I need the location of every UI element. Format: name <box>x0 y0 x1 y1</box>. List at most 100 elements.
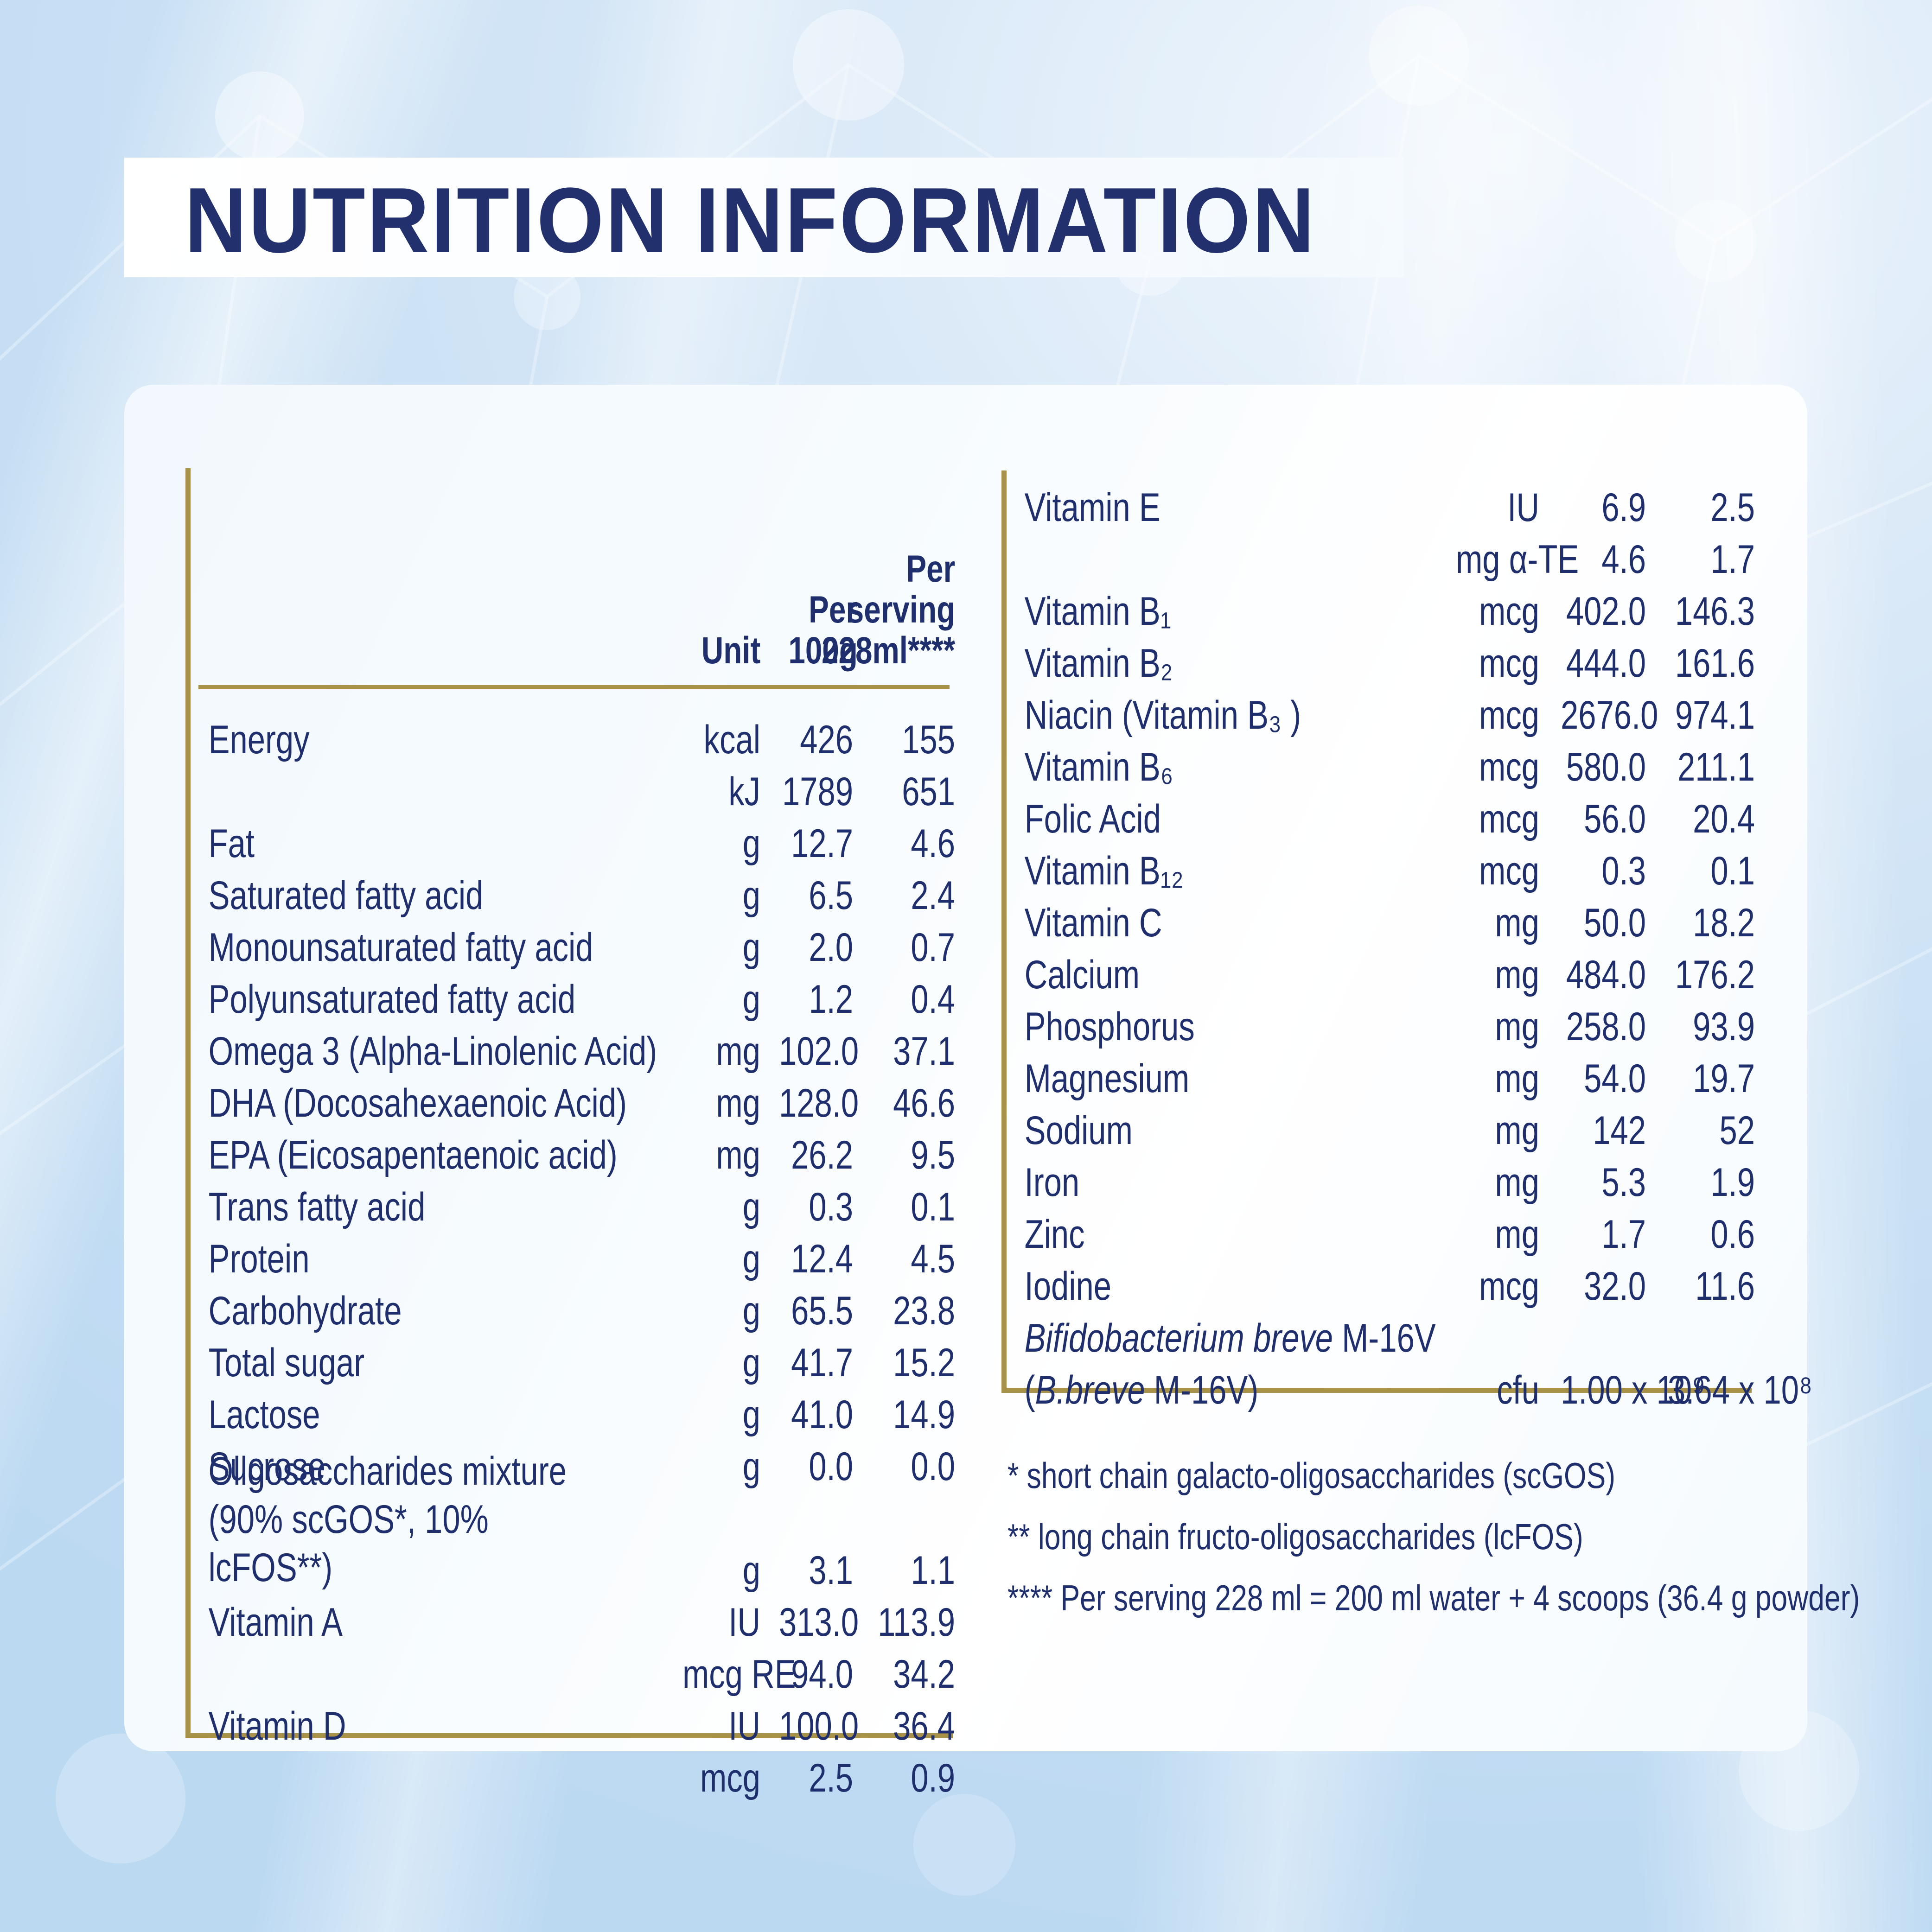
row-value-per-100g: 41.0 <box>791 1392 853 1437</box>
row-unit: mcg <box>1479 745 1539 789</box>
table-row: kJ 1789 651 <box>185 761 955 813</box>
row-value-per-100g: 12.7 <box>791 821 853 866</box>
row-label: Omega 3 (Alpha-Linolenic Acid) <box>208 1029 657 1074</box>
row-label: Total sugar <box>208 1341 365 1385</box>
row-unit: mcg <box>1479 797 1539 841</box>
row-value-per-serving: 974.1 <box>1675 693 1755 737</box>
row-value-per-100g: 50.0 <box>1584 901 1646 945</box>
row-label: DHA (Docosahexaenoic Acid) <box>208 1081 627 1125</box>
row-unit: mcg RE <box>682 1652 796 1697</box>
table-row: Omega 3 (Alpha-Linolenic Acid) mg 102.0 37.… <box>185 1021 955 1073</box>
row-value-per-serving: 155 <box>902 718 955 762</box>
row-value-per-serving: 20.4 <box>1693 797 1755 841</box>
row-unit: mg <box>716 1029 760 1074</box>
row-label: Calcium <box>1024 953 1140 997</box>
row-value-per-serving: 46.6 <box>893 1081 955 1125</box>
table-row: Sodium mg 142 52 <box>1001 1100 1755 1152</box>
row-value-per-serving: 0.0 <box>911 1444 955 1489</box>
row-value-per-100g: 142 <box>1593 1108 1646 1153</box>
row-label: Monounsaturated fatty acid <box>208 925 593 970</box>
footnotes-block: * short chain galacto-oligosaccharides (… <box>1007 1455 1860 1639</box>
table-row: Vitamin C mg 50.0 18.2 <box>1001 892 1755 944</box>
row-value-per-serving: 1.7 <box>1710 537 1755 582</box>
table-row: DHA (Docosahexaenoic Acid) mg 128.0 46.6 <box>185 1073 955 1125</box>
row-value-per-100g: 0.0 <box>809 1444 853 1489</box>
table-row: Vitamin B₁₂ mcg 0.3 0.1 <box>1001 840 1755 892</box>
row-value-per-100g: 0.3 <box>1601 849 1646 893</box>
row-value-per-100g: 580.0 <box>1566 745 1646 789</box>
row-label: Phosphorus <box>1024 1004 1195 1049</box>
row-value-per-serving: 113.9 <box>877 1600 955 1645</box>
row-value-per-serving: 37.1 <box>893 1029 955 1074</box>
row-value-per-100g: 65.5 <box>791 1289 853 1333</box>
table-row: mg α-TE 4.6 1.7 <box>1001 529 1755 581</box>
row-unit: g <box>742 1185 760 1229</box>
table-row: Vitamin D IU 100.0 36.4 <box>185 1696 955 1748</box>
row-label: Magnesium <box>1024 1056 1190 1101</box>
row-value-per-100g: 1.2 <box>809 977 853 1022</box>
row-label: Vitamin E <box>1024 485 1160 530</box>
nutrition-table-right: Vitamin E IU 6.9 2.5 mg α-TE 4.6 1.7 Vitamin B₁… <box>1001 470 1812 1411</box>
row-unit: g <box>742 821 760 866</box>
row-label: Bifidobacterium breve M-16V <box>1024 1316 1436 1360</box>
row-value-per-100g: 2676.0 <box>1561 693 1658 737</box>
footnote: * short chain galacto-oligosaccharides (… <box>1007 1455 1615 1496</box>
row-label: Iodine <box>1024 1264 1112 1309</box>
row-value-per-serving: 1.1 <box>911 1548 955 1593</box>
row-value-per-100g: 402.0 <box>1566 589 1646 634</box>
row-value-per-serving: 0.6 <box>1710 1212 1755 1257</box>
row-value-per-serving: 161.6 <box>1675 641 1755 686</box>
row-value-per-serving: 0.9 <box>911 1756 955 1800</box>
row-value-per-100g: 5.3 <box>1601 1160 1646 1205</box>
row-label: Sodium <box>1024 1108 1133 1153</box>
table-row: Lactose g 41.0 14.9 <box>185 1384 955 1436</box>
row-label: Saturated fatty acid <box>208 873 484 918</box>
row-unit: mg α-TE <box>1456 537 1579 582</box>
table-row: Saturated fatty acid g 6.5 2.4 <box>185 865 955 917</box>
table-row: Total sugar g 41.7 15.2 <box>185 1332 955 1384</box>
row-value-per-serving: 651 <box>902 769 955 814</box>
row-label: Vitamin D <box>208 1704 346 1748</box>
table-right-bottom-rule <box>1001 1388 1752 1393</box>
table-row-probiotic-values: (B.breve M-16V) cfu 1.00 x 10⁹ 3.64 x 10⁸ <box>1001 1360 1812 1412</box>
row-value-per-serving: 11.6 <box>1695 1264 1755 1309</box>
row-unit: mcg <box>700 1756 760 1800</box>
row-label: Zinc <box>1024 1212 1085 1257</box>
table-row: Monounsaturated fatty acid g 2.0 0.7 <box>185 917 955 969</box>
row-unit: mg <box>1495 1004 1539 1049</box>
page-title: NUTRITION INFORMATION <box>185 169 1316 272</box>
table-row: Sucrose g 0.0 0.0 <box>185 1436 955 1488</box>
row-label: Niacin (Vitamin B₃ ) <box>1024 693 1301 737</box>
row-value-per-serving: 18.2 <box>1693 901 1755 945</box>
table-row: Phosphorus mg 258.0 93.9 <box>1001 996 1755 1048</box>
row-label: Fat <box>208 821 255 866</box>
table-left-header: Unit Per 100g Per serving 228ml**** <box>185 468 955 686</box>
row-value-per-100g: 1.7 <box>1601 1212 1646 1257</box>
row-unit: IU <box>1507 485 1539 530</box>
row-label: Carbohydrate <box>208 1289 402 1333</box>
nutrition-card: Unit Per 100g Per serving 228ml**** Ener… <box>124 385 1860 1799</box>
row-value-per-serving: 9.5 <box>911 1133 955 1177</box>
row-unit: mg <box>716 1133 760 1177</box>
row-value-per-100g: 3.1 <box>809 1548 853 1593</box>
table-row: Energy kcal 426 155 <box>185 709 955 761</box>
row-unit: mcg <box>1479 589 1539 634</box>
row-value-per-100g: 2.0 <box>809 925 853 970</box>
row-value-per-serving: 0.1 <box>1710 849 1755 893</box>
table-row: Vitamin B₆ mcg 580.0 211.1 <box>1001 737 1755 788</box>
table-row: Protein g 12.4 4.5 <box>185 1228 955 1280</box>
row-unit: cfu <box>1497 1368 1539 1412</box>
row-unit: g <box>742 977 760 1022</box>
row-unit: mcg <box>1479 641 1539 686</box>
row-value-per-100g: 258.0 <box>1566 1004 1646 1049</box>
row-value-per-serving: 36.4 <box>893 1704 955 1748</box>
table-row: Iodine mcg 32.0 11.6 <box>1001 1256 1755 1308</box>
row-label: Vitamin B₁₂ <box>1024 849 1184 893</box>
row-label: Vitamin A <box>208 1600 343 1645</box>
table-row: Vitamin B₂ mcg 444.0 161.6 <box>1001 633 1755 685</box>
row-value-per-100g: 426 <box>800 718 853 762</box>
row-value-per-serving: 146.3 <box>1675 589 1755 634</box>
table-row: Folic Acid mcg 56.0 20.4 <box>1001 788 1755 840</box>
row-value-per-100g: 6.5 <box>809 873 853 918</box>
row-value-per-serving: 15.2 <box>893 1341 955 1385</box>
